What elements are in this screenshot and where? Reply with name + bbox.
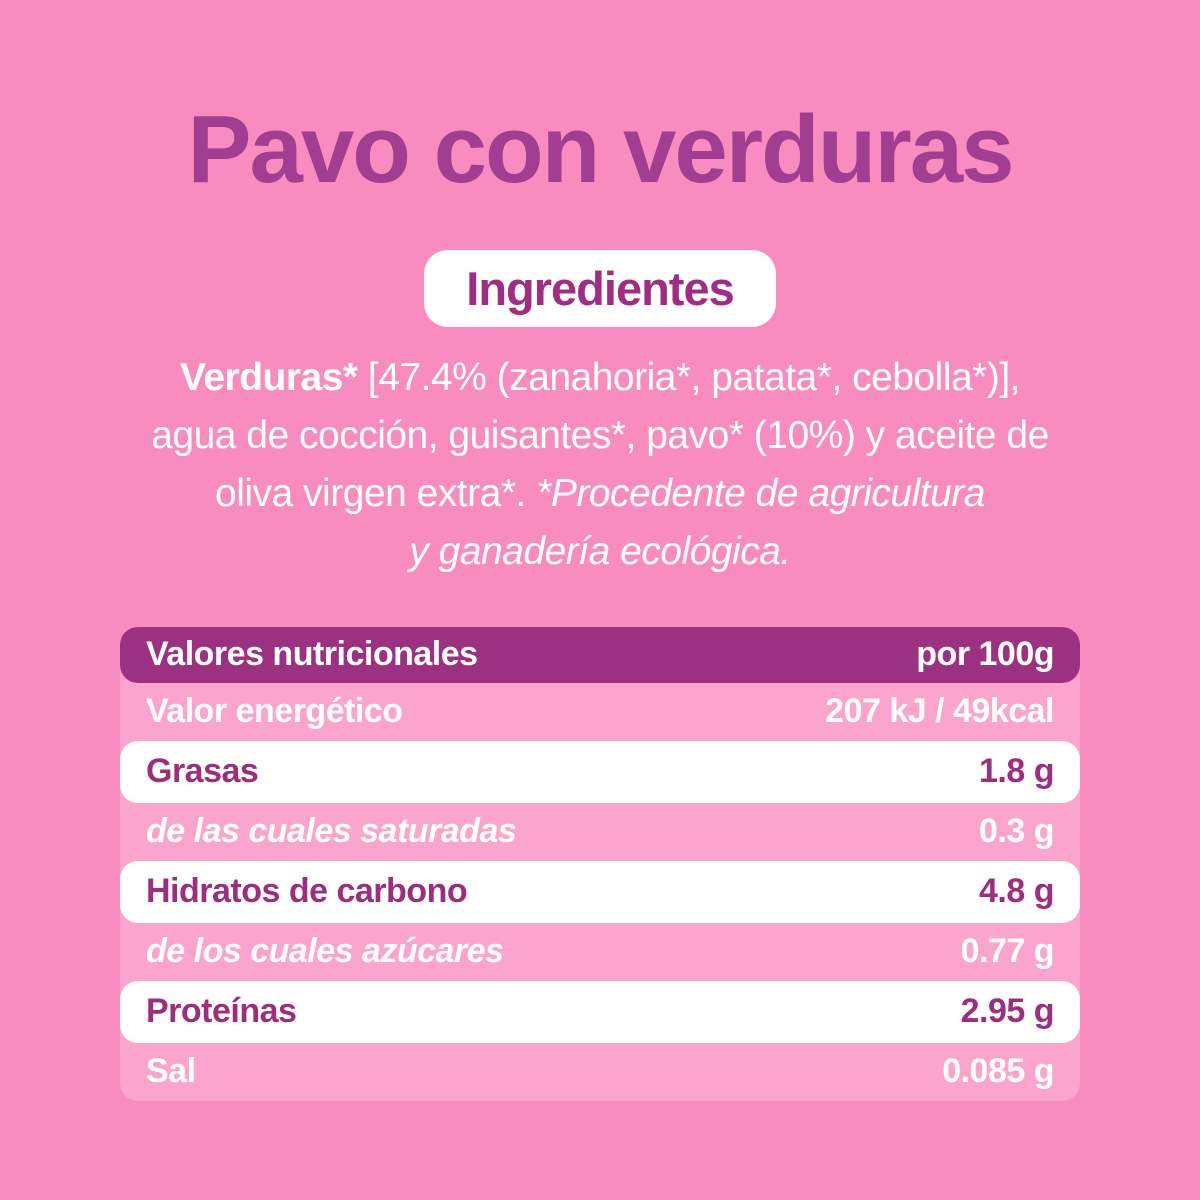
row-label: Valor energético bbox=[146, 692, 403, 731]
row-value: 4.8 g bbox=[979, 872, 1054, 911]
table-header-row: Valores nutricionales por 100g bbox=[120, 626, 1080, 683]
ingredients-lead: Verduras* bbox=[179, 355, 358, 399]
row-value: 0.77 g bbox=[960, 932, 1055, 971]
row-label: de los cuales azúcares bbox=[146, 932, 504, 971]
ingredients-paragraph: Verduras* [47.4% (zanahoria*, patata*, c… bbox=[90, 349, 1110, 581]
table-row: Hidratos de carbono 4.8 g bbox=[120, 860, 1080, 923]
row-value: 1.8 g bbox=[979, 752, 1054, 791]
table-row: Sal 0.085 g bbox=[120, 1043, 1080, 1101]
header-value: por 100g bbox=[916, 635, 1054, 674]
ingredients-line2: agua de cocción, guisantes*, pavo* (10%)… bbox=[151, 413, 1049, 457]
row-label: Grasas bbox=[146, 752, 259, 791]
table-row: Proteínas 2.95 g bbox=[120, 980, 1080, 1043]
table-row: Grasas 1.8 g bbox=[120, 740, 1080, 803]
row-value: 0.3 g bbox=[979, 812, 1054, 851]
ingredients-line4-note: y ganadería ecológica. bbox=[409, 529, 791, 573]
row-label: Sal bbox=[146, 1052, 196, 1091]
ingredients-line1: [47.4% (zanahoria*, patata*, cebolla*)], bbox=[357, 355, 1021, 399]
page-title: Pavo con verduras bbox=[187, 96, 1014, 203]
row-label: de las cuales saturadas bbox=[146, 812, 517, 851]
table-row: de los cuales azúcares 0.77 g bbox=[120, 923, 1080, 981]
ingredients-line3: oliva virgen extra*. bbox=[215, 471, 537, 515]
header-label: Valores nutricionales bbox=[146, 635, 478, 674]
ingredients-line3-note: *Procedente de agricultura bbox=[536, 471, 985, 515]
row-label: Hidratos de carbono bbox=[146, 872, 468, 911]
row-value: 207 kJ / 49kcal bbox=[825, 692, 1054, 731]
table-row: Valor energético 207 kJ / 49kcal bbox=[120, 683, 1080, 741]
ingredients-badge-label: Ingredientes bbox=[466, 261, 734, 315]
ingredients-badge: Ingredientes bbox=[424, 249, 776, 327]
table-row: de las cuales saturadas 0.3 g bbox=[120, 803, 1080, 861]
row-value: 0.085 g bbox=[942, 1052, 1054, 1091]
nutrition-table: Valores nutricionales por 100g Valor ene… bbox=[120, 626, 1080, 1101]
row-label: Proteínas bbox=[146, 992, 297, 1031]
row-value: 2.95 g bbox=[960, 992, 1055, 1031]
